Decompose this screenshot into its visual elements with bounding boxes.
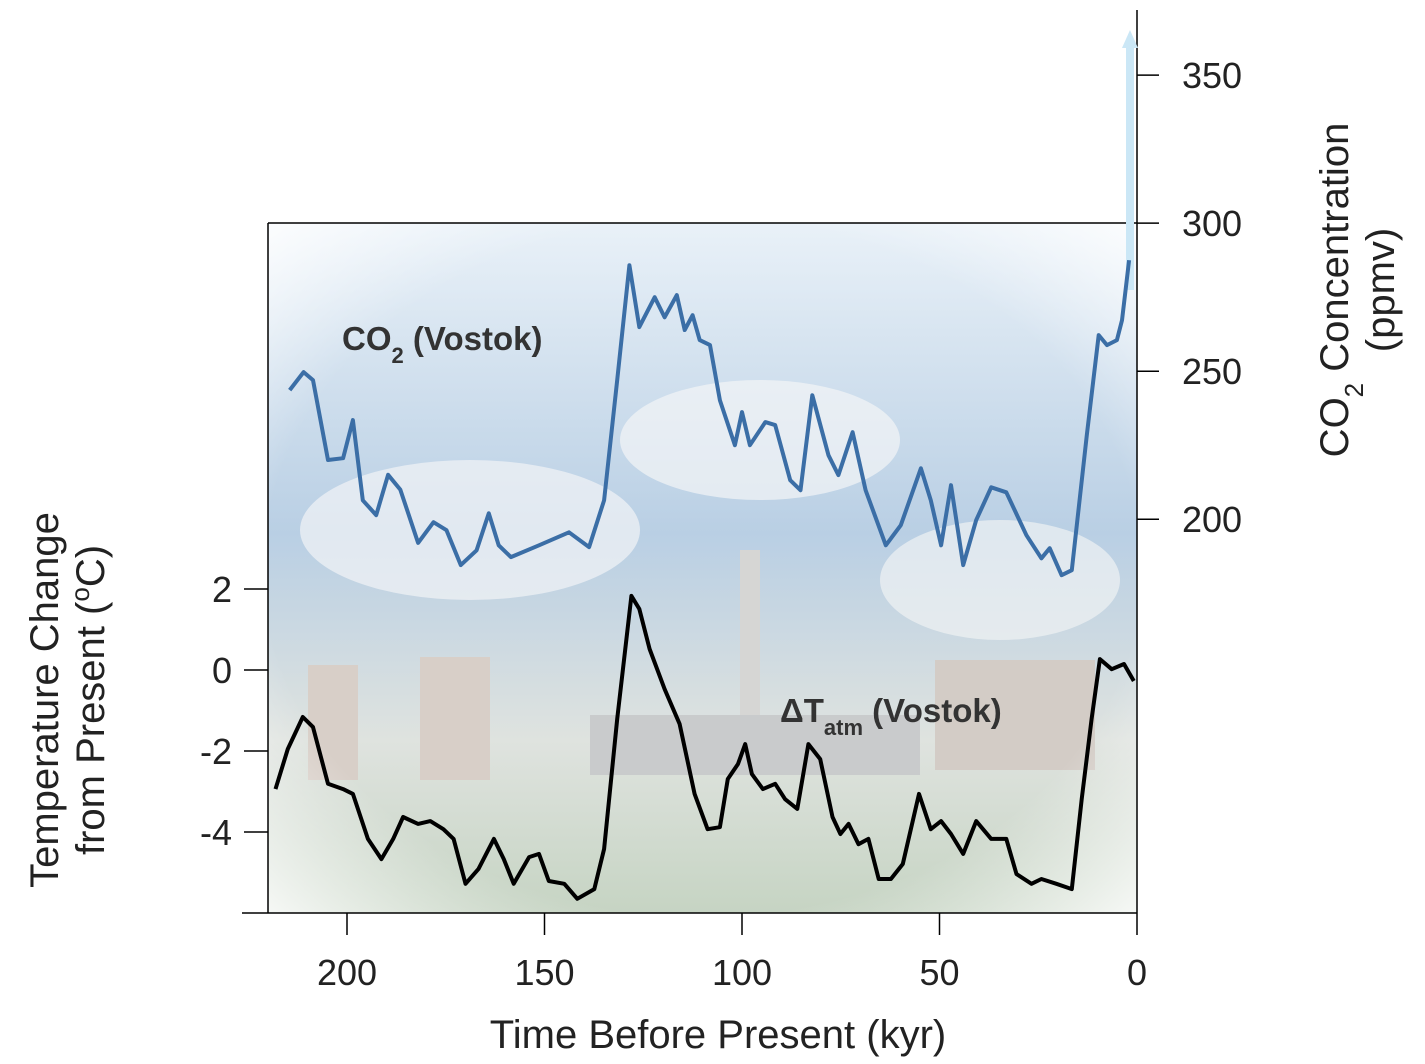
label-run: (Vostok) bbox=[404, 320, 543, 357]
x-tick-label: 0 bbox=[1127, 952, 1147, 993]
y-tick-label: -2 bbox=[200, 731, 232, 772]
y2-tick-label: 250 bbox=[1182, 351, 1242, 392]
label-run: C) bbox=[69, 545, 113, 587]
modern-rise-arrow bbox=[1122, 30, 1138, 290]
x-tick-label: 200 bbox=[317, 952, 377, 993]
label-run: (ppmv) bbox=[1359, 228, 1403, 352]
y2-axis-label: CO2 Concentration bbox=[1313, 123, 1369, 458]
series-line bbox=[273, 593, 1136, 901]
y2-tick-label: 300 bbox=[1182, 203, 1242, 244]
label-run: o bbox=[65, 587, 95, 601]
label-run: (Vostok) bbox=[863, 692, 1002, 729]
series-line bbox=[288, 259, 1132, 578]
y-tick-label: 2 bbox=[212, 569, 232, 610]
label-run: Temperature Change bbox=[23, 512, 67, 888]
y-tick-label: -4 bbox=[200, 812, 232, 853]
label-run: 2 bbox=[1339, 383, 1369, 397]
label-run: CO bbox=[342, 320, 392, 357]
y-axis-label: from Present (oC) bbox=[65, 545, 113, 855]
x-tick-label: 150 bbox=[514, 952, 574, 993]
y2-axis-label: (ppmv) bbox=[1359, 228, 1403, 352]
series-annotation: CO2 (Vostok) bbox=[342, 320, 542, 368]
y2-tick-label: 350 bbox=[1182, 55, 1242, 96]
label-run: ΔT bbox=[780, 692, 824, 729]
y-axis-label: Temperature Change bbox=[23, 512, 67, 888]
x-tick-label: 50 bbox=[919, 952, 959, 993]
x-tick-label: 100 bbox=[712, 952, 772, 993]
label-run: 2 bbox=[392, 343, 404, 368]
label-run: CO bbox=[1313, 397, 1357, 457]
label-run: from Present ( bbox=[69, 601, 113, 855]
series-annotation: ΔTatm (Vostok) bbox=[780, 692, 1002, 740]
y2-tick-label: 200 bbox=[1182, 499, 1242, 540]
label-run: Concentration bbox=[1313, 123, 1357, 383]
y-tick-label: 0 bbox=[212, 650, 232, 691]
label-run: atm bbox=[824, 715, 863, 740]
x-axis-label: Time Before Present (kyr) bbox=[490, 1013, 946, 1057]
background-photo bbox=[268, 223, 1137, 913]
